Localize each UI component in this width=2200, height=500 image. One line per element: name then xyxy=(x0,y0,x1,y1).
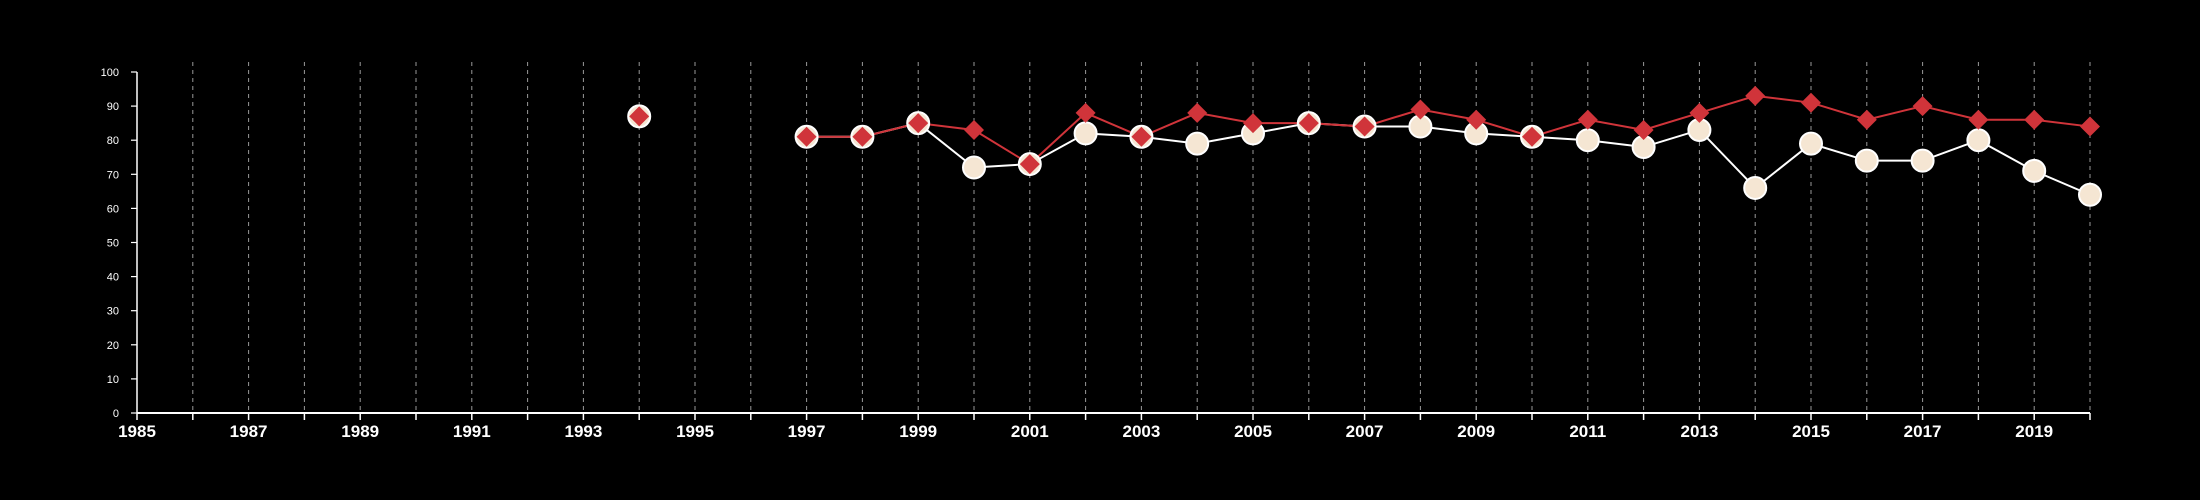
series-2-point xyxy=(1019,154,1040,175)
y-tick-label: 20 xyxy=(107,340,119,352)
x-tick-label: 1985 xyxy=(118,422,156,441)
series-2-point xyxy=(1689,102,1710,123)
x-tick-label: 1993 xyxy=(564,422,602,441)
x-tick-label: 2003 xyxy=(1122,422,1160,441)
y-tick-label: 70 xyxy=(107,169,119,181)
series-2-point xyxy=(796,126,817,147)
series-1-point xyxy=(1575,128,1600,153)
y-tick-label: 30 xyxy=(107,306,119,318)
x-tick-label: 2005 xyxy=(1234,422,1272,441)
x-tick-label: 1989 xyxy=(341,422,379,441)
axes-layer: 0 10 20 30 40 50 60 70 80 90 100 1985 1987 1989 1991 19… xyxy=(101,67,2091,441)
x-tick-label: 2001 xyxy=(1011,422,1049,441)
series-1-point xyxy=(1854,148,1879,173)
series-1-point xyxy=(1185,131,1210,156)
y-tick-label: 100 xyxy=(101,67,119,79)
series-2-point xyxy=(2024,109,2045,130)
series-2-point xyxy=(852,126,873,147)
series-1-point xyxy=(1799,131,1823,156)
x-tick-label: 2019 xyxy=(2015,422,2053,441)
series-1-point xyxy=(1910,148,1935,173)
x-tick-label: 2007 xyxy=(1346,422,1384,441)
series-2-point xyxy=(1577,109,1598,130)
series-2-point xyxy=(1968,109,1989,130)
x-tick-label: 1991 xyxy=(453,422,491,441)
series-2-point xyxy=(1410,99,1431,120)
x-tick-label: 2013 xyxy=(1680,422,1718,441)
x-tick-label: 2009 xyxy=(1457,422,1495,441)
series-1-point xyxy=(1073,121,1098,146)
y-tick-label: 90 xyxy=(107,101,119,113)
series-1-point xyxy=(1743,175,1768,200)
series-2-point xyxy=(1633,119,1654,140)
x-tick-label: 1995 xyxy=(676,422,714,441)
series-2-point xyxy=(1856,109,1877,130)
x-tick-label: 2011 xyxy=(1569,422,1606,441)
series-2-point xyxy=(908,113,929,134)
series-2-point xyxy=(1187,102,1208,123)
series-2-point xyxy=(1075,102,1096,123)
x-tick-label: 1997 xyxy=(788,422,826,441)
series-2-point xyxy=(1466,109,1487,130)
series-layer xyxy=(627,85,2102,207)
series-1-point xyxy=(1966,128,1991,153)
y-tick-label: 10 xyxy=(107,374,119,386)
series-2-point xyxy=(1243,113,1263,134)
series-2-point xyxy=(1912,96,1933,117)
series-2-point xyxy=(629,106,650,127)
series-2-point xyxy=(964,119,984,140)
series-1-point xyxy=(2022,158,2047,183)
y-tick-label: 50 xyxy=(107,238,119,250)
x-tick-label: 1999 xyxy=(899,422,937,441)
series-1-point xyxy=(962,155,986,180)
series-2-point xyxy=(1745,85,1766,106)
series-2-point xyxy=(1298,113,1319,134)
x-tick-label: 1987 xyxy=(230,422,268,441)
y-tick-label: 60 xyxy=(107,203,119,215)
y-tick-label: 40 xyxy=(107,272,119,284)
series-2-point xyxy=(2080,116,2100,137)
series-1-line xyxy=(806,122,2091,196)
grid-layer xyxy=(192,62,2091,413)
series-2-point xyxy=(1131,126,1152,147)
x-tick-label: 2017 xyxy=(1904,422,1942,441)
series-2-point xyxy=(1522,126,1542,147)
x-tick-label: 2015 xyxy=(1792,422,1830,441)
y-tick-label: 80 xyxy=(107,135,119,147)
y-tick-label: 0 xyxy=(113,408,119,420)
series-2-point xyxy=(1801,92,1821,113)
series-2-point xyxy=(1354,116,1375,137)
series-1-point xyxy=(2078,182,2102,207)
